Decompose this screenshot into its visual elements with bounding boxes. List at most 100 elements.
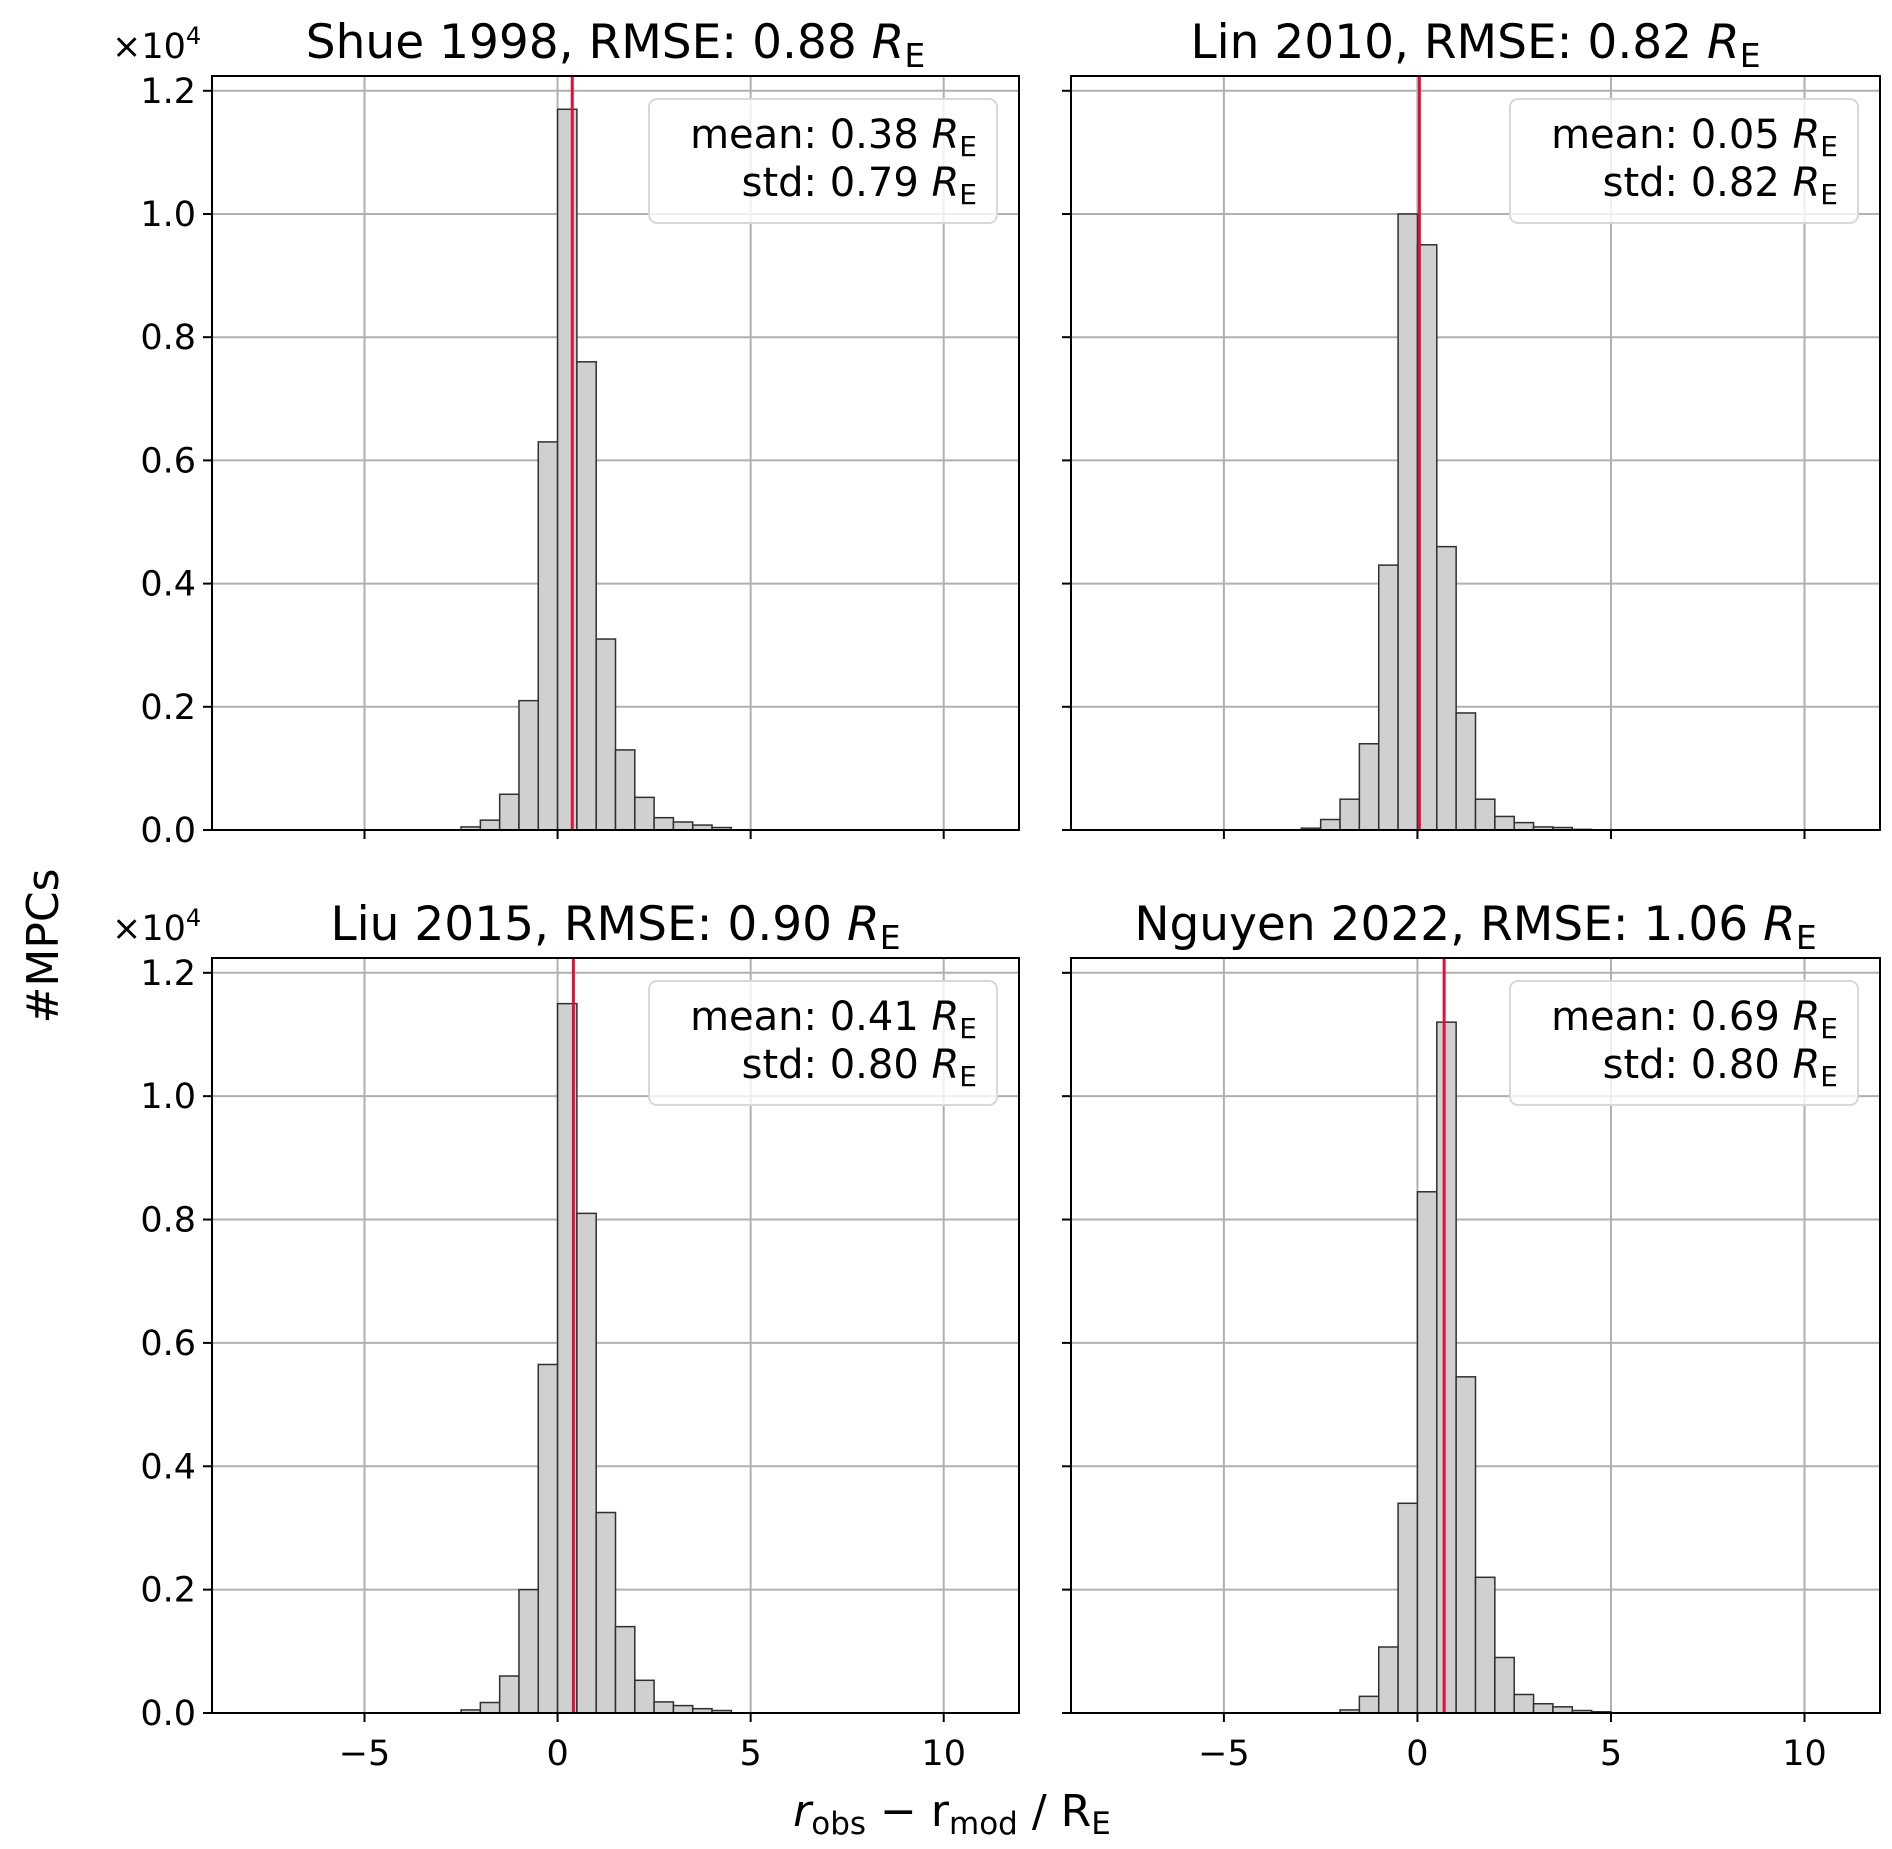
histogram-bar <box>576 361 597 831</box>
legend-box <box>1509 98 1859 224</box>
histogram-bar <box>1513 821 1535 831</box>
legend-unit: R <box>1793 1042 1821 1088</box>
histogram-bar <box>614 749 636 831</box>
histogram-bar <box>1455 1376 1477 1714</box>
title-unit: R <box>1707 15 1740 70</box>
histogram-bar <box>634 796 655 831</box>
histogram-bar <box>1397 213 1419 831</box>
x-tick-label: 10 <box>1782 1734 1827 1774</box>
histogram-bar <box>653 816 675 831</box>
panel-4: −5 0 5 10 Nguyen 2022, RMSE: 1.06 RE mean: 0.… <box>1062 897 1881 1774</box>
histogram-bar <box>672 1704 694 1714</box>
panel-2: Lin 2010, RMSE: 0.82 RE mean: 0.05 REstd:… <box>1062 15 1881 839</box>
legend-unit: R <box>932 160 960 206</box>
title-unit-subscript: E <box>1740 36 1761 75</box>
histogram-bar <box>1358 743 1380 831</box>
legend-unit: R <box>932 1042 960 1088</box>
histogram-bar <box>1377 1646 1399 1714</box>
histogram-bar <box>1436 545 1457 831</box>
histogram-bar <box>556 108 578 831</box>
histogram-bar <box>1416 1191 1438 1714</box>
y-tick-label: 0.6 <box>140 441 196 481</box>
histogram-bar <box>614 1625 636 1714</box>
histogram-bar <box>1474 798 1496 831</box>
title-unit-subscript: E <box>904 36 925 75</box>
histogram-bar <box>518 1588 540 1714</box>
histogram-bar <box>1455 712 1477 831</box>
histogram-bar <box>537 1363 559 1714</box>
legend-unit: R <box>932 994 960 1040</box>
histogram-bar <box>498 1675 520 1714</box>
histogram-bar <box>1436 1021 1457 1714</box>
legend-box <box>1509 980 1859 1106</box>
legend-unit-subscript: E <box>1820 178 1838 211</box>
panel-3: −5 0 5 10 0.0 0.2 0.4 0.6 0.8 1.0 1.2 ×104 Liu 2015,… <box>112 897 1020 1774</box>
legend-unit-subscript: E <box>959 130 977 163</box>
x-tick-label: 10 <box>921 1734 966 1774</box>
panel-title: Lin 2010, RMSE: 0.82 RE <box>1190 15 1760 75</box>
y-multiplier-exponent: 4 <box>186 904 201 932</box>
y-axis-label: #MPCs <box>18 868 69 1023</box>
histogram-bar <box>518 699 540 831</box>
legend-unit-subscript: E <box>1820 130 1838 163</box>
y-tick-label: 0.8 <box>140 1201 196 1241</box>
histogram-bar <box>1319 818 1341 831</box>
x-tick-label: −5 <box>339 1734 391 1774</box>
legend-box <box>648 98 998 224</box>
legend-unit: R <box>1793 994 1821 1040</box>
title-unit: R <box>1763 897 1796 952</box>
title-unit: R <box>847 897 880 952</box>
legend-unit-subscript: E <box>1820 1012 1838 1045</box>
y-tick-label: 0.2 <box>140 688 196 728</box>
histogram-bar <box>537 441 559 831</box>
histogram-bar <box>1532 1702 1554 1714</box>
histogram-bar <box>1494 1656 1515 1714</box>
legend-mean: mean: 0.69 RE <box>1551 994 1838 1045</box>
y-tick-label: 0.8 <box>140 318 196 358</box>
title-unit-subscript: E <box>1796 918 1817 957</box>
histogram-bar <box>672 821 694 831</box>
y-tick-label: 0.2 <box>140 1571 196 1611</box>
x-tick-label: 5 <box>740 1734 762 1774</box>
y-tick-label: 1.0 <box>140 195 196 235</box>
histogram-bar <box>634 1679 655 1714</box>
y-tick-label: 0.6 <box>140 1324 196 1364</box>
legend-unit-subscript: E <box>1820 1060 1838 1093</box>
legend-unit: R <box>1793 112 1821 158</box>
histogram-bar <box>1339 798 1361 831</box>
legend-unit-subscript: E <box>959 1012 977 1045</box>
y-tick-label: 0.4 <box>140 1447 196 1487</box>
histogram-bar <box>1397 1502 1419 1714</box>
y-tick-label: 0.0 <box>140 1694 196 1734</box>
axes-frame <box>1070 75 1881 831</box>
panel-title: Nguyen 2022, RMSE: 1.06 RE <box>1134 897 1816 957</box>
axes-frame <box>1070 957 1881 1714</box>
histogram-bar <box>1513 1693 1535 1714</box>
legend-unit: R <box>1793 160 1821 206</box>
legend-mean: mean: 0.05 RE <box>1551 112 1838 163</box>
title-unit: R <box>872 15 905 70</box>
legend-unit-subscript: E <box>959 1060 977 1093</box>
axes-frame <box>211 75 1020 831</box>
x-tick-label: 5 <box>1600 1734 1622 1774</box>
x-tick-label: −5 <box>1198 1734 1250 1774</box>
y-tick-label: 1.2 <box>140 72 196 112</box>
legend-mean: mean: 0.41 RE <box>690 994 977 1045</box>
panel-1: 0.0 0.2 0.4 0.6 0.8 1.0 1.2 ×104 Shue 1998, RMSE… <box>112 15 1020 851</box>
legend-mean: mean: 0.38 RE <box>690 112 977 163</box>
y-multiplier-exponent: 4 <box>186 22 201 50</box>
legend-std: std: 0.82 RE <box>1603 160 1838 211</box>
y-tick-label: 0.0 <box>140 811 196 851</box>
histogram-bar <box>479 1701 501 1714</box>
histogram-bar <box>1494 815 1515 831</box>
x-tick-label: 0 <box>546 1734 568 1774</box>
legend-unit-subscript: E <box>959 178 977 211</box>
y-tick-label: 0.4 <box>140 565 196 605</box>
histogram-bar <box>1474 1576 1496 1714</box>
histogram-bar <box>576 1212 597 1714</box>
y-tick-label: 1.2 <box>140 954 196 994</box>
legend-std: std: 0.80 RE <box>742 1042 977 1093</box>
histogram-bar <box>595 638 617 831</box>
histogram-bar <box>1358 1695 1380 1714</box>
